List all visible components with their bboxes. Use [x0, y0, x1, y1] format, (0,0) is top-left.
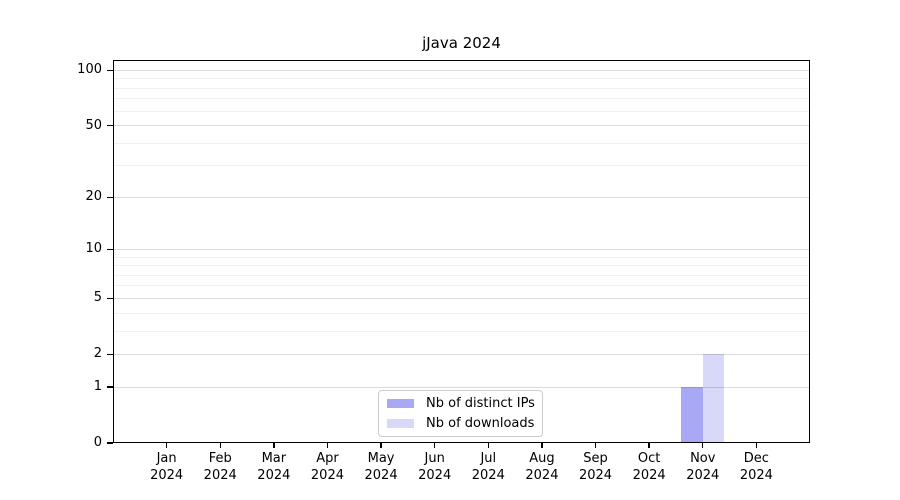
- y-tick-mark: [107, 196, 113, 198]
- y-gridline-minor: [113, 165, 810, 167]
- x-tick-mark: [541, 443, 543, 448]
- x-tick-label-line: Nov: [690, 451, 716, 466]
- x-tick-label: Jan 2024: [137, 450, 197, 484]
- y-gridline-minor: [113, 256, 810, 258]
- x-tick-mark: [648, 443, 650, 448]
- y-gridline-minor: [113, 142, 810, 144]
- legend-label: Nb of downloads: [426, 416, 535, 431]
- x-tick-mark: [433, 443, 436, 448]
- y-gridline-minor: [113, 274, 810, 276]
- x-tick-label: May 2024: [351, 450, 411, 484]
- legend-row: Nb of distinct IPs: [387, 396, 535, 412]
- x-tick-label: Aug 2024: [512, 450, 572, 484]
- x-tick-label-line: 2024: [364, 468, 398, 483]
- y-tick-label: 0: [93, 435, 102, 450]
- x-tick-label-line: 2024: [739, 468, 773, 483]
- x-tick-label: Dec 2024: [726, 450, 786, 484]
- y-gridline-minor: [113, 330, 810, 332]
- chart-title: jJava 2024: [422, 34, 501, 52]
- legend-row: Nb of downloads: [387, 416, 534, 432]
- x-tick-label-line: 2024: [525, 468, 559, 483]
- x-tick-label-line: Jun: [424, 451, 445, 466]
- x-tick-label: Jun 2024: [405, 450, 465, 484]
- y-tick-mark: [107, 353, 113, 355]
- y-tick-label: 1: [93, 379, 102, 395]
- y-tick-mark: [107, 386, 113, 388]
- x-tick-label-line: 2024: [257, 468, 291, 483]
- y-tick-label: 10: [85, 241, 102, 257]
- y-gridline-major: [113, 353, 810, 355]
- x-tick-label-line: Feb: [208, 451, 232, 466]
- y-gridline-minor: [113, 98, 810, 100]
- legend-swatch-nb-of-distinct-ips: [387, 399, 414, 408]
- y-tick-label: 2: [93, 346, 102, 362]
- x-tick-label: Feb 2024: [190, 450, 250, 484]
- x-tick-mark: [702, 443, 704, 448]
- x-tick-label-line: 2024: [686, 468, 720, 483]
- y-gridline-minor: [113, 312, 810, 314]
- y-gridline-minor: [113, 285, 810, 287]
- y-tick-mark: [107, 297, 113, 300]
- y-gridline-major: [113, 297, 810, 299]
- x-tick-label-line: Jul: [480, 451, 497, 466]
- y-tick-mark: [107, 69, 113, 72]
- x-tick-label-line: Jan: [156, 451, 177, 466]
- x-tick-label-line: 2024: [578, 468, 613, 483]
- bar-nb-of-downloads-nov-2024: [702, 354, 725, 443]
- x-tick-label-line: May: [367, 451, 395, 466]
- x-tick-mark: [594, 443, 597, 448]
- x-tick-mark: [219, 443, 221, 448]
- x-tick-mark: [165, 443, 168, 448]
- x-tick-label-line: Oct: [637, 451, 661, 466]
- x-tick-label: Mar 2024: [244, 450, 304, 484]
- legend-swatch-nb-of-downloads: [387, 419, 414, 428]
- legend: Nb of distinct IPs Nb of downloads: [378, 390, 543, 437]
- x-tick-mark: [487, 443, 489, 448]
- bar-nb-of-distinct-ips-nov-2024: [681, 387, 703, 443]
- y-tick-label: 5: [93, 290, 102, 306]
- y-gridline-minor: [113, 110, 810, 112]
- x-tick-label-line: 2024: [471, 468, 505, 483]
- x-tick-label-line: Dec: [743, 451, 769, 466]
- y-gridline-major: [113, 125, 810, 127]
- y-tick-mark: [107, 248, 113, 251]
- y-tick-label: 100: [77, 62, 102, 78]
- x-tick-mark: [755, 443, 758, 448]
- y-gridline-major: [113, 196, 810, 198]
- x-tick-mark: [380, 443, 382, 448]
- plot-area: Nb of distinct IPs Nb of downloads 0 1 2 5 10…: [77, 60, 810, 483]
- y-gridline-minor: [113, 78, 810, 80]
- x-tick-mark: [273, 443, 275, 448]
- y-gridline-major: [113, 69, 810, 71]
- x-tick-label: Oct 2024: [619, 450, 679, 484]
- x-tick-label-line: Mar: [261, 451, 287, 466]
- x-tick-label-line: Apr: [316, 451, 339, 466]
- x-tick-label-line: Aug: [529, 451, 555, 466]
- y-gridline-major: [113, 386, 810, 388]
- y-tick-mark: [107, 124, 113, 127]
- x-tick-label: Jul 2024: [458, 450, 518, 484]
- y-gridline-major: [113, 248, 810, 250]
- x-tick-label-line: 2024: [150, 468, 184, 483]
- x-tick-label: Sep 2024: [566, 450, 626, 484]
- x-tick-label-line: 2024: [310, 468, 344, 483]
- y-tick-label: 50: [85, 117, 102, 133]
- y-tick-mark: [107, 442, 113, 444]
- x-tick-label: Apr 2024: [297, 450, 357, 484]
- x-tick-label-line: Sep: [583, 451, 608, 466]
- x-tick-label-line: 2024: [632, 468, 666, 483]
- x-tick-label-line: 2024: [418, 468, 452, 483]
- x-tick-label: Nov 2024: [673, 450, 733, 484]
- x-tick-label-line: 2024: [203, 468, 237, 483]
- legend-label: Nb of distinct IPs: [426, 396, 535, 411]
- y-gridline-minor: [113, 87, 810, 89]
- x-tick-mark: [326, 443, 329, 448]
- y-gridline-minor: [113, 265, 810, 267]
- y-tick-label: 20: [85, 189, 102, 205]
